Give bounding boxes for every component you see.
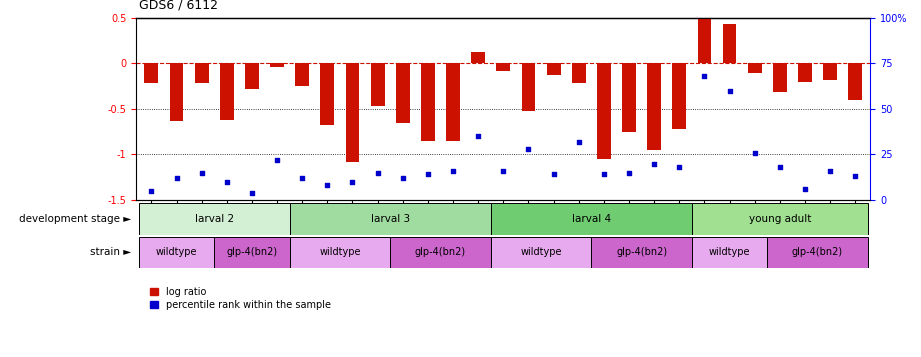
Point: [848, 174, 863, 179]
Bar: [622, 64, 635, 132]
Text: glp-4(bn2): glp-4(bn2): [415, 247, 466, 257]
Point: [597, 172, 612, 177]
Bar: [220, 64, 234, 120]
Point: [471, 133, 485, 139]
Text: wildtype: wildtype: [320, 247, 361, 257]
Bar: [421, 64, 435, 141]
Point: [798, 186, 812, 192]
FancyBboxPatch shape: [289, 237, 391, 268]
FancyBboxPatch shape: [767, 237, 868, 268]
Bar: [270, 64, 284, 67]
Text: glp-4(bn2): glp-4(bn2): [227, 247, 277, 257]
Point: [697, 73, 712, 79]
Text: glp-4(bn2): glp-4(bn2): [792, 247, 843, 257]
Bar: [823, 64, 837, 80]
Point: [571, 139, 586, 145]
Bar: [496, 64, 510, 71]
Point: [647, 161, 661, 166]
Point: [194, 170, 209, 175]
Text: wildtype: wildtype: [520, 247, 562, 257]
Bar: [547, 64, 561, 75]
Point: [345, 179, 360, 185]
Point: [320, 182, 334, 188]
Bar: [245, 64, 259, 89]
Point: [270, 157, 285, 163]
Bar: [371, 64, 385, 106]
FancyBboxPatch shape: [692, 203, 868, 235]
Text: larval 2: larval 2: [194, 214, 234, 224]
Text: larval 3: larval 3: [370, 214, 410, 224]
Point: [747, 150, 762, 155]
FancyBboxPatch shape: [215, 237, 289, 268]
Bar: [773, 64, 787, 92]
Bar: [446, 64, 460, 141]
FancyBboxPatch shape: [692, 237, 767, 268]
Text: strain ►: strain ►: [90, 247, 132, 257]
Text: glp-4(bn2): glp-4(bn2): [616, 247, 667, 257]
FancyBboxPatch shape: [491, 237, 591, 268]
Bar: [194, 64, 208, 84]
Point: [822, 168, 837, 174]
Point: [722, 88, 737, 94]
Point: [421, 172, 436, 177]
Bar: [848, 64, 862, 100]
Text: GDS6 / 6112: GDS6 / 6112: [139, 0, 218, 11]
Text: larval 4: larval 4: [572, 214, 611, 224]
Point: [395, 175, 410, 181]
Point: [546, 172, 561, 177]
Point: [622, 170, 636, 175]
Point: [169, 175, 184, 181]
Bar: [345, 64, 359, 162]
Bar: [145, 64, 158, 84]
Point: [446, 168, 460, 174]
Bar: [521, 64, 535, 111]
Bar: [723, 24, 737, 64]
Bar: [321, 64, 334, 125]
Bar: [396, 64, 410, 122]
Point: [672, 164, 687, 170]
Text: development stage ►: development stage ►: [19, 214, 132, 224]
Bar: [572, 64, 586, 84]
Bar: [647, 64, 661, 150]
FancyBboxPatch shape: [391, 237, 491, 268]
Point: [219, 179, 234, 185]
Bar: [472, 52, 485, 64]
Bar: [296, 64, 309, 86]
Text: wildtype: wildtype: [156, 247, 197, 257]
Point: [144, 188, 158, 193]
Bar: [697, 18, 711, 64]
Legend: log ratio, percentile rank within the sample: log ratio, percentile rank within the sa…: [150, 287, 331, 310]
Point: [773, 164, 787, 170]
Bar: [597, 64, 611, 159]
Bar: [169, 64, 183, 121]
Point: [521, 146, 536, 152]
FancyBboxPatch shape: [591, 237, 692, 268]
Point: [245, 190, 260, 196]
FancyBboxPatch shape: [491, 203, 692, 235]
Bar: [799, 64, 812, 82]
Point: [370, 170, 385, 175]
Bar: [672, 64, 686, 129]
Bar: [748, 64, 762, 74]
FancyBboxPatch shape: [139, 203, 289, 235]
FancyBboxPatch shape: [289, 203, 491, 235]
FancyBboxPatch shape: [139, 237, 215, 268]
Point: [295, 175, 309, 181]
Point: [495, 168, 510, 174]
Text: wildtype: wildtype: [709, 247, 751, 257]
Text: young adult: young adult: [749, 214, 811, 224]
